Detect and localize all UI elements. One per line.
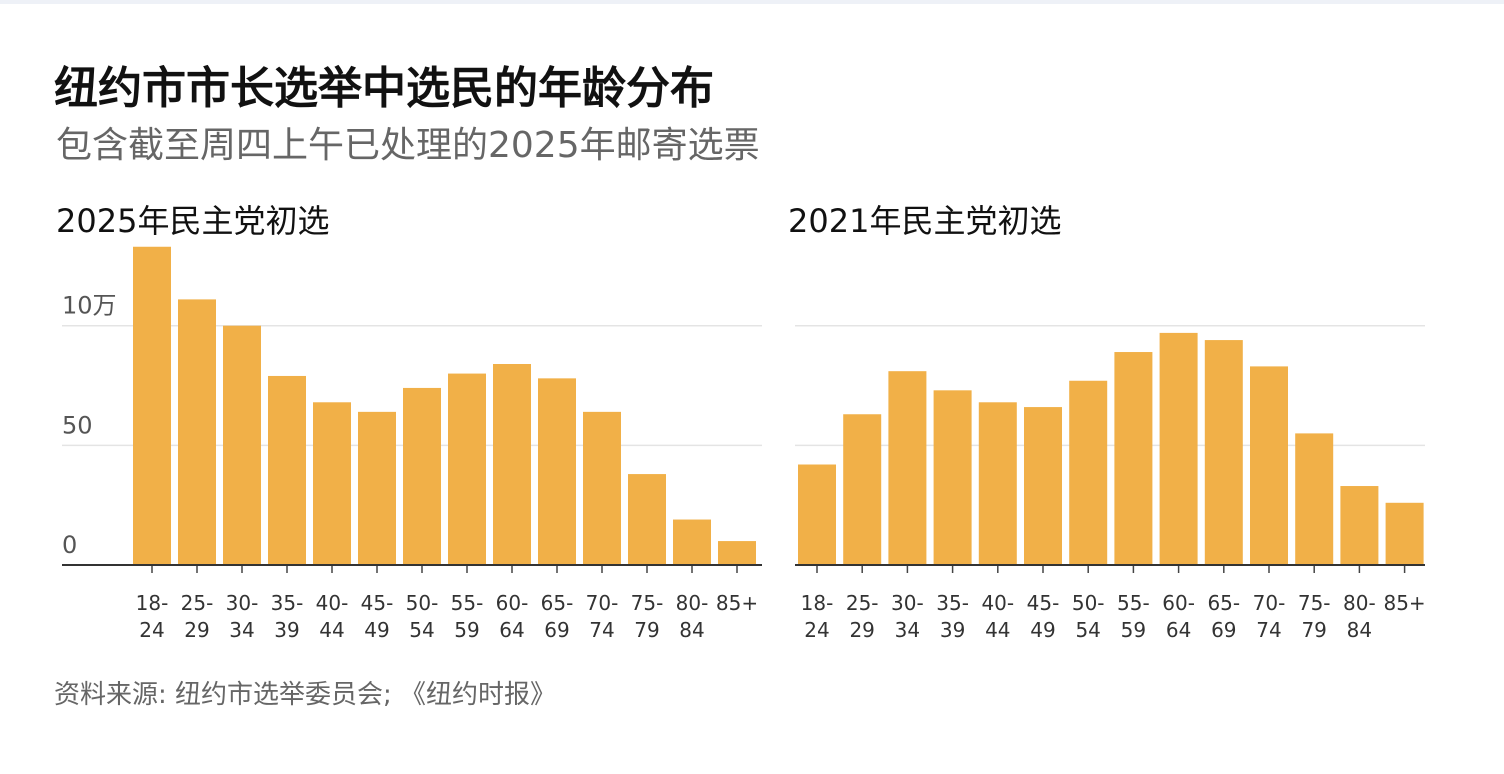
- bar: [133, 246, 171, 565]
- title: 纽约市市长选举中选民的年龄分布: [54, 63, 714, 114]
- x-tick-label: 18-24: [800, 591, 834, 642]
- bar: [538, 378, 576, 565]
- x-tick-label: 55-59: [450, 591, 484, 642]
- bar: [798, 464, 836, 565]
- bar: [933, 390, 972, 565]
- bar: [448, 373, 486, 565]
- x-tick-label: 35-39: [936, 591, 969, 642]
- bar: [673, 519, 711, 565]
- x-tick-label: 60-64: [495, 591, 529, 642]
- x-tick-label: 35-39: [270, 591, 304, 642]
- x-tick-label: 18-24: [135, 591, 169, 642]
- x-tick-label: 75-79: [1297, 591, 1331, 642]
- bar: [178, 299, 216, 565]
- x-tick-label: 75-79: [630, 591, 664, 642]
- bar: [1340, 486, 1379, 565]
- bar: [1250, 366, 1288, 565]
- x-tick-label: 70-74: [1252, 591, 1286, 642]
- x-tick-label: 40-44: [981, 591, 1015, 642]
- x-tick-label: 50-54: [405, 591, 439, 642]
- bar: [313, 402, 351, 565]
- bar: [628, 474, 666, 565]
- bar: [583, 411, 621, 565]
- bar: [223, 325, 261, 565]
- subtitle: 包含截至周四上午已处理的2025年邮寄选票: [56, 125, 760, 166]
- x-tick-label: 55-59: [1117, 591, 1150, 642]
- panel-title: 2025年民主党初选: [56, 202, 330, 240]
- x-tick-label: 85+: [1383, 591, 1426, 615]
- bar: [403, 387, 441, 565]
- bar: [888, 371, 927, 565]
- x-tick-label: 30-34: [891, 591, 924, 642]
- x-tick-label: 45-49: [1026, 591, 1060, 642]
- x-tick-label: 70-74: [585, 591, 619, 642]
- x-tick-label: 50-54: [1071, 591, 1105, 642]
- x-tick-label: 25-29: [845, 591, 879, 642]
- x-tick-label: 30-34: [225, 591, 259, 642]
- bar: [978, 402, 1017, 565]
- x-tick-label: 80-84: [675, 591, 709, 642]
- x-tick-label: 85+: [715, 591, 759, 615]
- y-tick-label: 0: [62, 531, 77, 559]
- bar: [493, 364, 531, 565]
- bar: [1295, 433, 1334, 565]
- bar: [1024, 407, 1062, 565]
- panel-title: 2021年民主党初选: [788, 202, 1062, 240]
- bar: [1159, 332, 1198, 565]
- x-tick-label: 80-84: [1343, 591, 1376, 642]
- x-tick-label: 60-64: [1162, 591, 1195, 642]
- x-tick-label: 40-44: [315, 591, 349, 642]
- x-tick-label: 65-69: [540, 591, 574, 642]
- bar: [358, 411, 396, 565]
- bar: [718, 541, 756, 565]
- bar: [1069, 380, 1108, 565]
- x-tick-label: 25-29: [180, 591, 214, 642]
- bar: [268, 375, 306, 565]
- bar: [1204, 340, 1243, 565]
- top-bar: [0, 0, 1504, 4]
- x-tick-label: 45-49: [360, 591, 394, 642]
- y-tick-label: 10万: [62, 292, 117, 320]
- bar: [843, 414, 882, 565]
- source: 资料来源: 纽约市选举委员会; 《纽约时报》: [54, 680, 557, 710]
- bar: [1385, 502, 1424, 565]
- x-tick-label: 65-69: [1207, 591, 1241, 642]
- y-tick-label: 50: [62, 411, 93, 439]
- bar: [1114, 352, 1153, 565]
